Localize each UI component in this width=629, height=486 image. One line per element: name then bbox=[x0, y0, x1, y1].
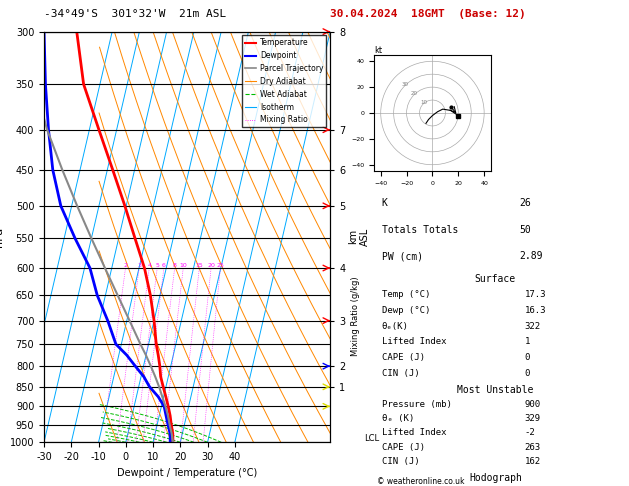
Text: 17.3: 17.3 bbox=[525, 290, 546, 299]
Text: 50: 50 bbox=[520, 225, 532, 235]
Text: -2: -2 bbox=[525, 429, 535, 437]
Text: 6: 6 bbox=[162, 263, 166, 268]
Text: 10: 10 bbox=[179, 263, 187, 268]
Text: 329: 329 bbox=[525, 414, 540, 423]
Text: Hodograph: Hodograph bbox=[469, 473, 522, 483]
Text: Temp (°C): Temp (°C) bbox=[382, 290, 430, 299]
Text: LCL: LCL bbox=[365, 434, 380, 443]
Text: 30.04.2024  18GMT  (Base: 12): 30.04.2024 18GMT (Base: 12) bbox=[330, 9, 526, 19]
Text: CAPE (J): CAPE (J) bbox=[382, 443, 425, 452]
Text: 3: 3 bbox=[137, 263, 141, 268]
Text: Lifted Index: Lifted Index bbox=[382, 337, 446, 347]
Text: Mixing Ratio (g/kg): Mixing Ratio (g/kg) bbox=[351, 276, 360, 356]
Text: 4: 4 bbox=[147, 263, 151, 268]
Text: 16.3: 16.3 bbox=[525, 306, 546, 315]
Text: 5: 5 bbox=[155, 263, 159, 268]
Text: 2: 2 bbox=[123, 263, 128, 268]
Text: K: K bbox=[382, 198, 387, 208]
Text: 2.89: 2.89 bbox=[520, 251, 543, 261]
Text: 26: 26 bbox=[520, 198, 532, 208]
Y-axis label: hPa: hPa bbox=[0, 227, 4, 247]
Text: Pressure (mb): Pressure (mb) bbox=[382, 399, 452, 409]
Text: Dewp (°C): Dewp (°C) bbox=[382, 306, 430, 315]
Text: 10: 10 bbox=[420, 100, 427, 105]
Y-axis label: km
ASL: km ASL bbox=[348, 228, 370, 246]
Text: 15: 15 bbox=[196, 263, 203, 268]
Text: 0: 0 bbox=[525, 353, 530, 362]
Text: © weatheronline.co.uk: © weatheronline.co.uk bbox=[377, 477, 465, 486]
Text: 25: 25 bbox=[216, 263, 225, 268]
Text: 8: 8 bbox=[173, 263, 177, 268]
Text: θₑ (K): θₑ (K) bbox=[382, 414, 414, 423]
Text: 162: 162 bbox=[525, 457, 540, 466]
Text: CIN (J): CIN (J) bbox=[382, 369, 419, 378]
Text: 20: 20 bbox=[411, 91, 418, 96]
Text: 30: 30 bbox=[402, 82, 409, 87]
Text: 900: 900 bbox=[525, 399, 540, 409]
Text: Most Unstable: Most Unstable bbox=[457, 385, 533, 395]
Text: CAPE (J): CAPE (J) bbox=[382, 353, 425, 362]
Text: 0: 0 bbox=[525, 369, 530, 378]
Text: 322: 322 bbox=[525, 322, 540, 330]
Text: 1: 1 bbox=[525, 337, 530, 347]
Text: Totals Totals: Totals Totals bbox=[382, 225, 458, 235]
X-axis label: Dewpoint / Temperature (°C): Dewpoint / Temperature (°C) bbox=[117, 468, 257, 478]
Text: kt: kt bbox=[374, 46, 382, 55]
Text: Surface: Surface bbox=[475, 274, 516, 284]
Text: θₑ(K): θₑ(K) bbox=[382, 322, 408, 330]
Text: -34°49'S  301°32'W  21m ASL: -34°49'S 301°32'W 21m ASL bbox=[44, 9, 226, 19]
Text: 263: 263 bbox=[525, 443, 540, 452]
Text: 20: 20 bbox=[207, 263, 215, 268]
Legend: Temperature, Dewpoint, Parcel Trajectory, Dry Adiabat, Wet Adiabat, Isotherm, Mi: Temperature, Dewpoint, Parcel Trajectory… bbox=[242, 35, 326, 127]
Text: CIN (J): CIN (J) bbox=[382, 457, 419, 466]
Text: Lifted Index: Lifted Index bbox=[382, 429, 446, 437]
Text: PW (cm): PW (cm) bbox=[382, 251, 423, 261]
